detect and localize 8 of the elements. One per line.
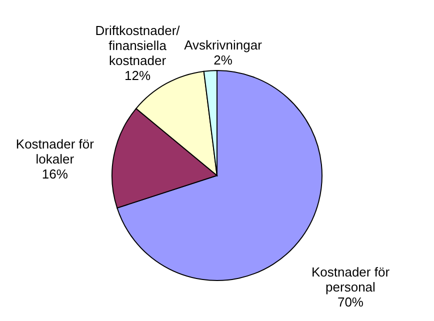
data-label: 70% bbox=[337, 294, 364, 310]
slice-label: Kostnader för lokaler bbox=[16, 136, 95, 167]
slice-label: Kostnader för personal bbox=[311, 264, 390, 294]
data-label: 16% bbox=[42, 166, 68, 182]
data-label: 2% bbox=[214, 52, 233, 68]
slice-label: Avskrivningar bbox=[184, 38, 263, 52]
slice-label: Driftkostnader/ finansiella kostnader bbox=[95, 22, 180, 68]
data-label: 12% bbox=[124, 68, 151, 83]
